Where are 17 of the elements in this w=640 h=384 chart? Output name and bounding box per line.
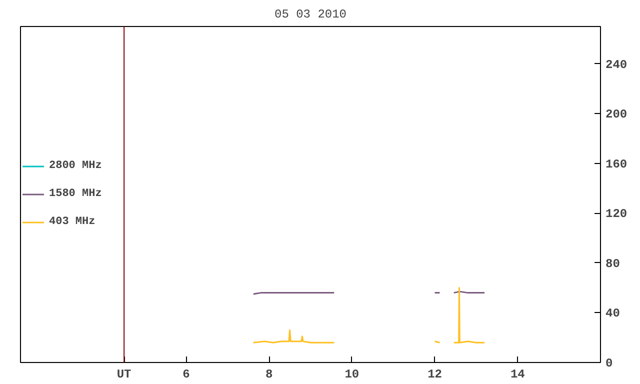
chart-title: 05 03 2010	[274, 8, 347, 22]
y-tick-label: 160	[606, 157, 628, 172]
x-tick-label: 10	[344, 368, 360, 382]
legend-label: 403 MHz	[49, 216, 96, 228]
x-tick-label: UT	[116, 368, 132, 382]
legend-label: 2800 MHz	[49, 160, 102, 172]
x-tick-label: 12	[428, 368, 442, 382]
y-tick-label: 200	[606, 108, 628, 122]
y-tick-label: 120	[606, 207, 628, 222]
y-tick-label: 40	[606, 306, 620, 321]
legend-label: 1580 MHz	[49, 188, 102, 200]
x-tick-label: 6	[182, 368, 190, 382]
y-tick-label: 240	[606, 58, 628, 72]
y-tick-label: 80	[606, 256, 620, 271]
y-tick-label: 0	[606, 356, 613, 370]
x-tick-label: 8	[265, 368, 273, 382]
x-tick-label: 14	[510, 368, 525, 382]
